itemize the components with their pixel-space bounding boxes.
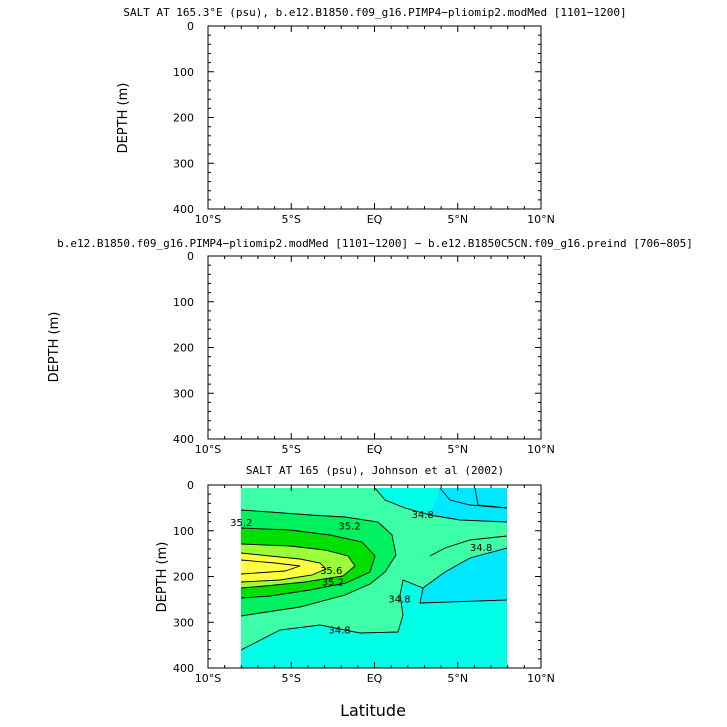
panel-1-ticks: 10°S 5°S EQ 5°N 10°N 0 100 200 300 400 [173, 20, 555, 226]
contour-label: 35.2 [338, 522, 360, 533]
contour-label: 35.2 [230, 518, 252, 529]
x-tick-label: 10°S [195, 672, 221, 685]
contour-line [241, 543, 356, 589]
contour-line [374, 488, 507, 523]
contour-line [429, 535, 507, 557]
contour-labels: 35.2 35.234.834.835.635.234.834.8 [230, 510, 492, 636]
panel-2-ticks: 10°S 5°S EQ 5°N 10°N 0 100 200 300 400 [173, 250, 555, 456]
y-tick-label: 100 [173, 296, 194, 309]
panel-3-title: SALT AT 165 (psu), Johnson et al (2002) [246, 464, 504, 477]
x-tick-label: 5°N [447, 672, 468, 685]
contour-line [241, 527, 376, 599]
contour-label: 35.2 [322, 577, 344, 588]
contour-line [241, 509, 397, 617]
panel-1-ylabel: DEPTH (m) [116, 83, 131, 154]
band-low-corner [475, 488, 507, 508]
contour-line [241, 547, 507, 651]
contour-line [241, 559, 301, 575]
y-tick-label: 300 [173, 157, 194, 170]
contour-line [241, 552, 327, 583]
panel-1-frame [207, 25, 542, 210]
x-tick-label: EQ [367, 672, 383, 685]
panel-2: b.e12.B1850.f09_g16.PIMP4−pliomip2.modMe… [47, 237, 693, 456]
x-tick-label: 10°N [527, 672, 555, 685]
y-tick-label: 0 [187, 250, 194, 263]
salinity-field [241, 488, 507, 668]
contour-line [419, 587, 507, 604]
x-tick-label: 10°S [195, 443, 221, 456]
y-tick-label: 400 [173, 433, 194, 446]
x-tick-label: EQ [367, 213, 383, 226]
panel-1: SALT AT 165.3°E (psu), b.e12.B1850.f09_g… [116, 6, 627, 226]
y-tick-label: 200 [173, 571, 194, 584]
y-tick-label: 200 [173, 342, 194, 355]
panel-3-xlabel: Latitude [340, 701, 406, 720]
y-tick-label: 0 [187, 479, 194, 492]
x-tick-label: 5°N [447, 443, 468, 456]
x-tick-label: 10°N [527, 213, 555, 226]
panel-2-title: b.e12.B1850.f09_g16.PIMP4−pliomip2.modMe… [57, 237, 693, 250]
x-tick-label: 10°N [527, 443, 555, 456]
panel-1-title: SALT AT 165.3°E (psu), b.e12.B1850.f09_g… [123, 6, 626, 19]
y-tick-label: 400 [173, 203, 194, 216]
y-tick-label: 100 [173, 66, 194, 79]
x-tick-label: 5°S [282, 672, 301, 685]
panel-3-ylabel: DEPTH (m) [155, 542, 170, 613]
panel-3: SALT AT 165 (psu), Johnson et al (2002) … [155, 464, 555, 720]
panel-2-frame [207, 255, 542, 440]
contour-label: 34.8 [328, 625, 350, 636]
contour-label: 34.8 [388, 595, 410, 606]
x-tick-label: EQ [367, 443, 383, 456]
x-tick-label: 5°S [282, 443, 301, 456]
contour-label: 34.8 [470, 543, 492, 554]
y-tick-label: 200 [173, 112, 194, 125]
y-tick-label: 100 [173, 525, 194, 538]
y-tick-label: 0 [187, 20, 194, 33]
panel-3-ticks: 10°S 5°S EQ 5°N 10°N 0 100 200 300 400 [173, 479, 555, 685]
contour-label: 35.6 [320, 566, 342, 577]
y-tick-label: 400 [173, 662, 194, 675]
x-tick-label: 5°N [447, 213, 468, 226]
y-tick-label: 300 [173, 616, 194, 629]
panel-2-ylabel: DEPTH (m) [47, 312, 62, 383]
y-tick-label: 300 [173, 387, 194, 400]
contour-label: 34.8 [412, 510, 434, 521]
contour-line [474, 488, 507, 509]
x-tick-label: 5°S [282, 213, 301, 226]
x-tick-label: 10°S [195, 213, 221, 226]
